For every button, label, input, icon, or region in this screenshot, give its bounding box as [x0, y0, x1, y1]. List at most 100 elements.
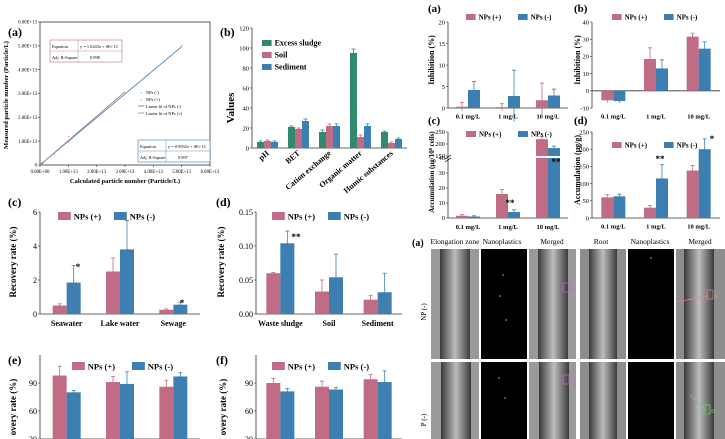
marker-1: I [571, 287, 573, 293]
bar-upper [536, 139, 548, 156]
legend-label: NPs (-) [344, 362, 369, 372]
bar [66, 392, 81, 439]
eq1-r2-value: 0.998 [90, 55, 101, 60]
panel-a-right-label: (a) [428, 3, 441, 15]
category-label: BET [284, 148, 303, 166]
y-tick-label: 0.15 [239, 208, 253, 217]
y-tick-label: 5 [442, 84, 445, 91]
y-tick-label: 40 [243, 105, 250, 112]
eq2-r2-label: Adj. R-Square [140, 155, 165, 160]
legend-swatch [328, 362, 341, 370]
category-label: 1 mg/L [646, 224, 666, 231]
panel-a-xlabel: Calculated particle number (Particle/L) [70, 178, 180, 185]
bar [106, 382, 120, 439]
panel-a-label: (a) [8, 25, 22, 39]
category-label: 1 mg/L [646, 114, 666, 121]
y-tick-label: 0.00 [239, 310, 253, 319]
y-tick-label: 20 [583, 54, 590, 61]
scatter-point: + [41, 160, 44, 166]
category-label: 0.1 mg/L [456, 114, 481, 121]
bar [52, 375, 67, 439]
y-tick-label: 60 [29, 407, 37, 416]
panel-c-right-label: (c) [428, 115, 441, 127]
scatter-point: + [41, 160, 44, 166]
y-tick-label: 0 [442, 105, 445, 112]
category-label: 10 mg/L [687, 114, 711, 121]
y-tick-label: 1.00E+13 [18, 140, 37, 145]
y-tick-label: 250 [579, 129, 589, 136]
bar [315, 386, 329, 439]
legend-swatch [612, 142, 622, 148]
micrograph-panel: (a) Elongation zone Nanoplastics Merged … [412, 237, 725, 439]
equation-box-1: Equation y = 1.0243x + 0E+13 Adj. R-Squa… [49, 39, 123, 63]
legend-label: NPs (-) [531, 131, 552, 139]
panel-f-left-ylabel: overy rate (%) [218, 379, 228, 435]
scatter-point: + [40, 162, 43, 168]
bar [326, 126, 333, 148]
significance-star: ** [552, 157, 562, 167]
panel-e-left-bar: (e) overy rate (%) 30 60 90 NPs (+) NPs (-) [8, 353, 200, 439]
legend-label: Sediment [275, 63, 307, 72]
y-tick-label: 100 [239, 45, 249, 52]
y-tick-label: 15 [439, 41, 446, 48]
equation-box-2: Equation y = 0.9932x + 0E+13 Adj. R-Squa… [137, 139, 211, 163]
row-label-1: NP (-) [420, 303, 428, 321]
panel-a-scatter: (a) 0.00E+00 1.00E+13 2.00E+13 3.00E+13 4.00… [3, 21, 220, 185]
y-tick-label: 100 [579, 181, 589, 188]
marker-3: I [571, 379, 573, 385]
y-tick-label: 2 [33, 276, 37, 285]
svg-text:+: + [140, 97, 143, 102]
col-header-nano-2: Nanoplastics [631, 237, 670, 246]
y-tick-label: 0 [33, 310, 37, 319]
svg-text:+: + [140, 90, 143, 95]
y-tick-label: 2.00E+13 [18, 116, 37, 121]
y-tick-label: 90 [29, 379, 37, 388]
y-tick-label: 150 [579, 164, 589, 171]
x-tick-label: 5.00E+13 [172, 170, 191, 175]
y-tick-label: 30 [439, 170, 446, 177]
legend-swatch [132, 362, 145, 370]
legend-swatch [262, 64, 272, 70]
significance-star: ** [656, 154, 666, 164]
bar [363, 299, 378, 314]
bar [288, 127, 295, 148]
category-label: Soil [323, 319, 337, 328]
y-tick-label: 10 [439, 200, 446, 207]
col-header-root: Root [594, 237, 610, 246]
x-tick-label: 4.00E+13 [144, 170, 163, 175]
y-tick-label: 6 [33, 208, 37, 217]
panel-b-right-bar: (b) Inhibition (%) -10 0 10 20 30 40 0.1 mg/L 1… [573, 3, 720, 121]
panel-c-left-label: (c) [8, 195, 21, 209]
bar [329, 389, 343, 439]
bar [106, 271, 120, 314]
legend-swatch [466, 131, 476, 137]
panel-e-left-label: (e) [8, 353, 21, 367]
legend-fit-0: Linear fit of NPs (-) [146, 104, 182, 109]
bar [357, 137, 364, 148]
scatter-point: + [67, 134, 70, 140]
bar [644, 207, 656, 218]
panel-b-right-ylabel: Inhibition (%) [573, 35, 582, 85]
legend-swatch [72, 362, 85, 370]
bar [656, 178, 668, 218]
legend-swatch [664, 14, 674, 20]
category-label: Seawater [51, 319, 83, 328]
y-tick-label: 150 [435, 153, 445, 160]
panel-c-left-bar: (c) Recovery rate (%) 0 2 4 6 Seawater Lake w… [8, 195, 200, 328]
bar [698, 48, 711, 91]
col-header-merged-2: Merged [688, 237, 711, 246]
bar [686, 36, 699, 91]
bar [319, 132, 326, 148]
bar [644, 58, 656, 91]
legend-label: NPs (+) [88, 362, 115, 372]
legend-series-1: NPs (+) [146, 97, 160, 102]
bar [363, 379, 378, 439]
legend-swatch [328, 212, 341, 220]
y-tick-label: 30 [29, 435, 37, 439]
bar [548, 158, 560, 218]
bar [333, 126, 340, 148]
y-tick-label: 20 [243, 125, 250, 132]
legend-label: Excess sludge [275, 39, 322, 48]
bar [266, 383, 281, 439]
eq1-r2-label: Adj. R-Square [52, 55, 77, 60]
